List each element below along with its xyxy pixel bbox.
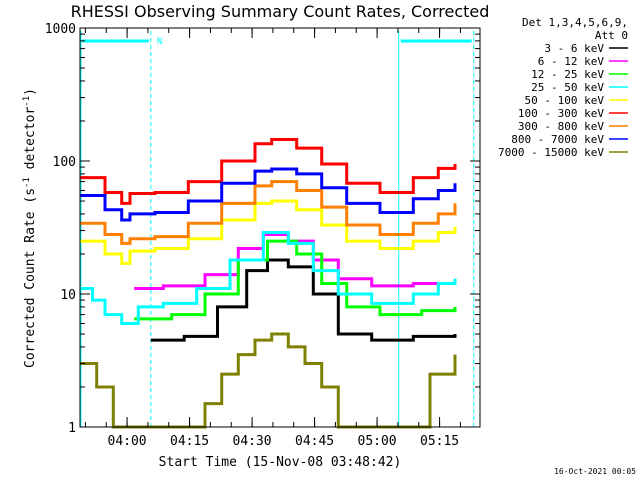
legend-label-0: 3 - 6 keV xyxy=(544,42,604,55)
x-tick-label-1: 04:15 xyxy=(170,434,209,449)
y-axis: 1 10 100 1000 xyxy=(45,22,480,436)
x-axis-label: Start Time (15-Nov-08 03:48:42) xyxy=(159,455,402,470)
night-flag-layer: N xyxy=(80,31,475,427)
series-line-6 xyxy=(80,180,457,245)
legend-label-8: 7000 - 15000 keV xyxy=(498,146,604,159)
legend-label-6: 300 - 800 keV xyxy=(518,120,604,133)
legend-label-2: 12 - 25 keV xyxy=(531,68,604,81)
series-line-7 xyxy=(80,167,457,222)
x-axis: 04:00 04:15 04:30 04:45 05:00 05:15 xyxy=(84,28,461,449)
legend-label-3: 25 - 50 keV xyxy=(531,81,604,94)
y-tick-label-0: 1 xyxy=(68,421,76,436)
x-tick-label-5: 05:15 xyxy=(420,434,459,449)
chart-title: RHESSI Observing Summary Count Rates, Co… xyxy=(71,2,490,21)
series-line-2 xyxy=(134,239,457,321)
y-tick-label-2: 100 xyxy=(53,155,76,170)
series-line-4 xyxy=(80,199,457,265)
y-tick-label-1: 10 xyxy=(60,288,76,303)
legend-header-line2: Att 0 xyxy=(595,29,628,42)
legend-label-5: 100 - 300 keV xyxy=(518,107,604,120)
legend-label-1: 6 - 12 keV xyxy=(538,55,605,68)
legend-header-line1: Det 1,3,4,5,6,9, xyxy=(522,16,628,29)
generation-timestamp: 16-Oct-2021 00:05 xyxy=(554,467,636,476)
y-tick-label-3: 1000 xyxy=(45,22,76,37)
series-line-3 xyxy=(80,231,457,325)
plot-frame xyxy=(79,27,481,428)
x-tick-label-3: 04:45 xyxy=(295,434,334,449)
legend-label-4: 50 - 100 keV xyxy=(525,94,605,107)
y-axis-label: Corrected Count Rate (s-1 detector-1) xyxy=(22,88,38,368)
legend-label-7: 800 - 7000 keV xyxy=(511,133,604,146)
series-line-5 xyxy=(80,138,457,205)
night-flag-label: N xyxy=(157,37,162,47)
x-tick-label-2: 04:30 xyxy=(233,434,272,449)
x-tick-label-4: 05:00 xyxy=(358,434,397,449)
series-line-0 xyxy=(150,258,457,342)
x-tick-label-0: 04:00 xyxy=(108,434,147,449)
